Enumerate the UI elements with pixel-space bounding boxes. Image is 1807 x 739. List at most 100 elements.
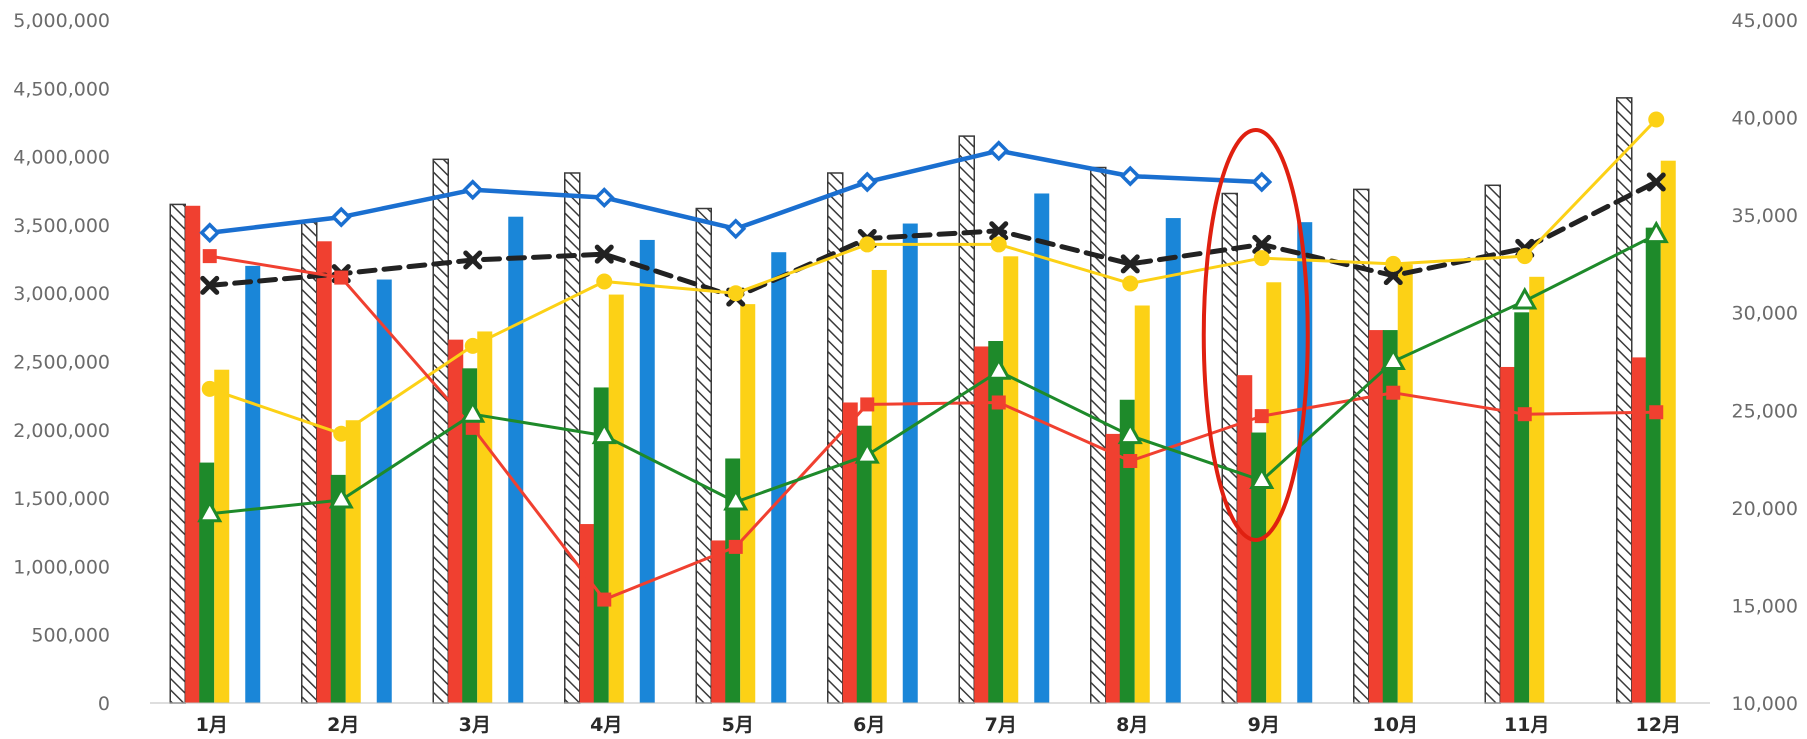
marker-series-5-6月 [854, 441, 880, 464]
bar-series-3-6月 [856, 425, 872, 703]
marker-series-5-9月 [1249, 466, 1275, 490]
y-right-tick-label: 45,000 [1732, 10, 1798, 32]
marker-series-4-12月 [1649, 405, 1664, 420]
marker-series-4-3月 [465, 420, 480, 435]
x-tick-label: 5月 [722, 714, 754, 736]
marker-series-1-6月 [856, 171, 878, 193]
bar-series-1-8月 [1090, 166, 1107, 704]
y-left-tick-label: 2,500,000 [13, 352, 110, 374]
bar-series-4-12月 [1660, 160, 1676, 703]
x-tick-label: 3月 [459, 714, 491, 736]
bar-series-3-3月 [462, 368, 478, 703]
marker-series-4-2月 [334, 270, 349, 285]
x-tick-label: 1月 [196, 714, 228, 736]
bar-series-1-2月 [301, 221, 318, 704]
marker-series-5-4月 [591, 421, 617, 445]
marker-series-4-4月 [597, 592, 612, 607]
marker-series-5-1月 [197, 499, 223, 523]
bar-series-3-7月 [988, 341, 1004, 703]
x-tick-label: 7月 [985, 714, 1017, 736]
marker-series-5-5月 [723, 487, 749, 511]
marker-series-2-12月 [1646, 172, 1666, 192]
y-left-tick-label: 4,000,000 [13, 147, 110, 169]
bar-series-1-12月 [1616, 97, 1633, 704]
y-left-tick-label: 5,000,000 [13, 10, 110, 32]
marker-series-5-12月 [1643, 220, 1669, 244]
y-right-tick-label: 25,000 [1732, 400, 1798, 422]
marker-series-3-8月 [1122, 275, 1139, 292]
y-right-tick-label: 35,000 [1732, 205, 1798, 227]
annotations-layer [1201, 128, 1310, 542]
bar-series-2-10月 [1368, 330, 1384, 703]
y-left-tick-label: 2,000,000 [13, 420, 110, 442]
x-tick-label: 6月 [853, 714, 885, 736]
marker-series-4-5月 [728, 539, 743, 554]
marker-series-3-11月 [1516, 248, 1533, 265]
bar-series-4-6月 [871, 269, 887, 703]
x-tick-label: 4月 [590, 714, 622, 736]
marker-series-5-10月 [1380, 347, 1406, 370]
bar-series-5-9月 [1297, 222, 1313, 703]
bar-series-2-6月 [842, 402, 858, 703]
y-left-tick-label: 4,500,000 [13, 78, 110, 100]
bar-series-5-7月 [1034, 193, 1050, 703]
bar-series-1-9月 [1221, 192, 1238, 704]
marker-series-3-12月 [1648, 111, 1665, 128]
y-right-tick-label: 40,000 [1732, 108, 1798, 130]
x-tick-label: 12月 [1636, 714, 1681, 736]
x-tick-label: 9月 [1248, 714, 1280, 736]
marker-series-4-11月 [1517, 407, 1532, 422]
bar-series-3-10月 [1382, 330, 1398, 703]
bar-series-2-3月 [448, 339, 464, 703]
marker-series-5-8月 [1117, 421, 1143, 445]
bar-series-3-12月 [1645, 227, 1661, 703]
marker-series-4-9月 [1254, 409, 1269, 424]
y-left-tick-label: 3,000,000 [13, 283, 110, 305]
y-left-tick-label: 0 [98, 693, 110, 715]
marker-series-1-5月 [725, 218, 747, 240]
marker-series-4-6月 [860, 397, 875, 412]
marker-series-4-7月 [991, 395, 1006, 410]
marker-series-2-1月 [200, 275, 220, 295]
x-tick-label: 11月 [1504, 714, 1549, 736]
y-left-tick-label: 1,000,000 [13, 556, 110, 578]
marker-series-3-1月 [201, 380, 218, 397]
bar-series-1-5月 [695, 207, 712, 704]
bar-series-1-1月 [169, 203, 186, 704]
bar-series-3-5月 [725, 458, 741, 703]
marker-series-3-9月 [1253, 250, 1270, 267]
bar-series-3-11月 [1514, 312, 1530, 703]
marker-series-2-10月 [1383, 266, 1403, 286]
line-series-2 [207, 179, 1659, 300]
axes-layer: 0 500,000 1,000,000 1,500,000 2,000,000 2,500… [13, 10, 1798, 736]
y-right-tick-label: 15,000 [1732, 595, 1798, 617]
bar-series-4-3月 [477, 331, 493, 703]
marker-series-1-8月 [1119, 165, 1141, 187]
bar-series-4-9月 [1266, 282, 1282, 703]
marker-series-1-4月 [593, 187, 615, 209]
bar-series-5-6月 [902, 223, 918, 703]
marker-series-5-7月 [986, 357, 1012, 380]
marker-series-5-11月 [1512, 286, 1538, 310]
bar-series-2-2月 [316, 241, 332, 704]
bar-series-3-2月 [330, 474, 346, 703]
bar-series-5-2月 [376, 279, 392, 703]
y-right-tick-label: 30,000 [1732, 303, 1798, 325]
bar-series-3-1月 [199, 462, 215, 703]
y-right-tick-label: 10,000 [1732, 693, 1798, 715]
marker-series-3-2月 [333, 425, 350, 442]
bar-series-4-1月 [214, 369, 230, 703]
bar-series-1-11月 [1484, 184, 1501, 704]
line-series-4 [208, 254, 1658, 602]
bar-series-2-5月 [711, 540, 727, 703]
bar-series-3-4月 [593, 387, 609, 703]
y-right-tick-label: 20,000 [1732, 498, 1798, 520]
marker-series-2-8月 [1120, 254, 1140, 274]
bar-series-2-7月 [974, 346, 990, 703]
marker-series-3-3月 [464, 337, 481, 354]
bar-series-4-5月 [740, 304, 756, 703]
lines-layer [197, 111, 1669, 607]
marker-series-1-9月 [1251, 171, 1273, 193]
marker-series-3-10月 [1385, 255, 1402, 272]
marker-series-3-7月 [990, 236, 1007, 253]
